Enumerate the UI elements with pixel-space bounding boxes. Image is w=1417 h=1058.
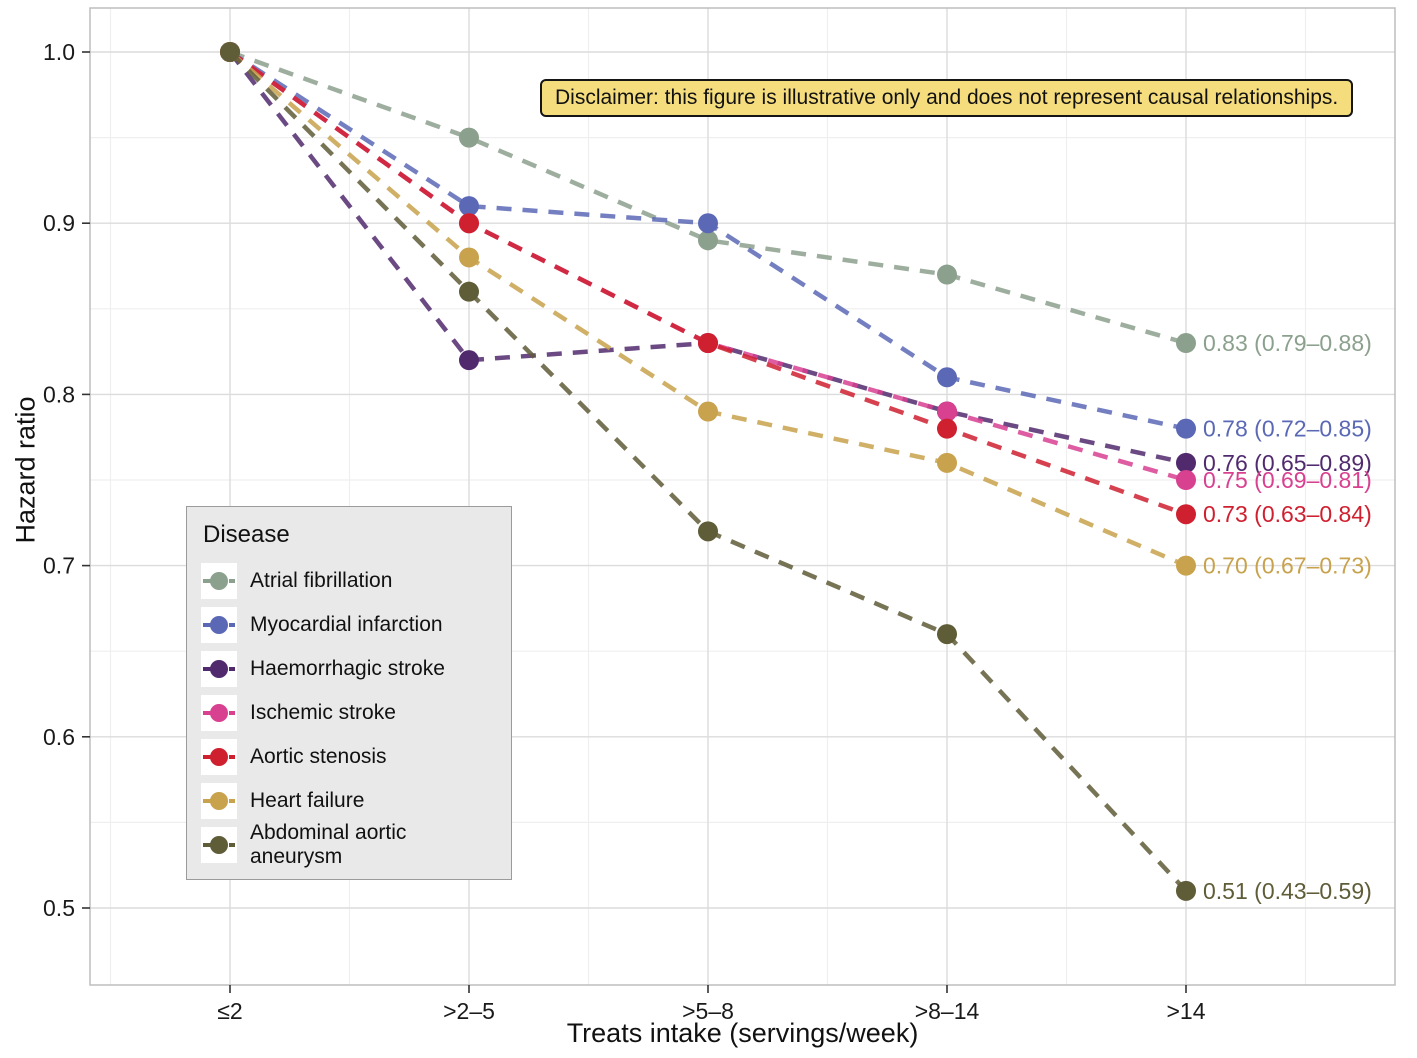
legend-key-icon (201, 563, 237, 599)
y-tick-label: 0.9 (43, 210, 75, 236)
end-label: 0.83 (0.79–0.88) (1203, 330, 1372, 356)
data-point (698, 213, 718, 234)
data-point (698, 333, 718, 354)
legend-item-label: Haemorrhagic stroke (250, 657, 445, 680)
data-point (1176, 555, 1196, 576)
data-point (459, 196, 479, 217)
data-point (698, 401, 718, 422)
data-point (1176, 333, 1196, 354)
data-point (698, 521, 718, 542)
legend-item: Aortic stenosis (201, 735, 497, 779)
data-point (1176, 504, 1196, 525)
data-point (459, 213, 479, 234)
x-tick-label: >8–14 (915, 998, 980, 1024)
legend-key-icon (201, 783, 237, 819)
data-point (937, 401, 957, 422)
legend-item-label: Myocardial infarction (250, 613, 443, 636)
legend-item: Myocardial infarction (201, 603, 497, 647)
legend-item: Abdominal aortic aneurysm (201, 821, 497, 868)
legend-item: Heart failure (201, 779, 497, 823)
data-point (1176, 452, 1196, 473)
legend-item-label: Atrial fibrillation (250, 569, 393, 592)
panel-border (89, 7, 1396, 986)
series-line (229, 49, 1187, 346)
data-point (937, 624, 957, 645)
series-line (228, 50, 1187, 517)
x-tick-label: >14 (1166, 998, 1205, 1024)
legend-key-icon (201, 607, 237, 643)
data-point (459, 127, 479, 148)
legend-item-label: Aortic stenosis (250, 745, 387, 768)
disclaimer-banner: Disclaimer: this figure is illustrative … (540, 79, 1354, 117)
x-tick-label: >2–5 (443, 998, 495, 1024)
end-label: 0.78 (0.72–0.85) (1203, 416, 1372, 442)
y-tick-label: 0.6 (43, 724, 75, 750)
data-point (937, 264, 957, 285)
data-point (937, 367, 957, 388)
data-point (698, 230, 718, 251)
data-point (459, 281, 479, 302)
legend-key-icon (201, 695, 237, 731)
end-label: 0.70 (0.67–0.73) (1203, 553, 1372, 579)
legend-item: Ischemic stroke (201, 691, 497, 735)
legend-key-icon (201, 651, 237, 687)
legend-key-icon (201, 827, 237, 863)
y-tick-label: 1.0 (43, 39, 75, 65)
end-label: 0.76 (0.65–0.89) (1203, 450, 1372, 476)
legend-item-label: Ischemic stroke (250, 701, 396, 724)
data-point (937, 452, 957, 473)
x-tick-label: ≤2 (217, 998, 242, 1024)
end-label: 0.73 (0.63–0.84) (1203, 501, 1372, 527)
data-point (1176, 880, 1196, 901)
legend-item-label: Abdominal aortic aneurysm (250, 821, 407, 868)
legend-item: Haemorrhagic stroke (201, 647, 497, 691)
legend-key-icon (201, 739, 237, 775)
x-tick-label: >5–8 (682, 998, 734, 1024)
y-tick-label: 0.7 (43, 553, 75, 579)
end-label: 0.75 (0.69–0.81) (1203, 467, 1372, 493)
x-axis-title: Treats intake (servings/week) (566, 1018, 919, 1048)
y-tick-label: 0.5 (43, 895, 75, 921)
data-point (220, 42, 240, 62)
data-point (459, 247, 479, 268)
legend-title: Disease (203, 521, 290, 548)
end-label: 0.51 (0.43–0.59) (1203, 878, 1372, 904)
data-point (1176, 470, 1196, 490)
legend: Disease Atrial fibrillation Myocardial in… (186, 506, 512, 880)
data-point (937, 418, 957, 439)
legend-item-label: Heart failure (250, 789, 365, 812)
legend-items: Atrial fibrillation Myocardial infarction… (201, 559, 497, 868)
data-point (1176, 418, 1196, 439)
y-tick-label: 0.8 (43, 381, 75, 407)
legend-item: Atrial fibrillation (201, 559, 497, 603)
data-point (459, 350, 479, 371)
y-axis-title: Hazard ratio (10, 396, 41, 544)
